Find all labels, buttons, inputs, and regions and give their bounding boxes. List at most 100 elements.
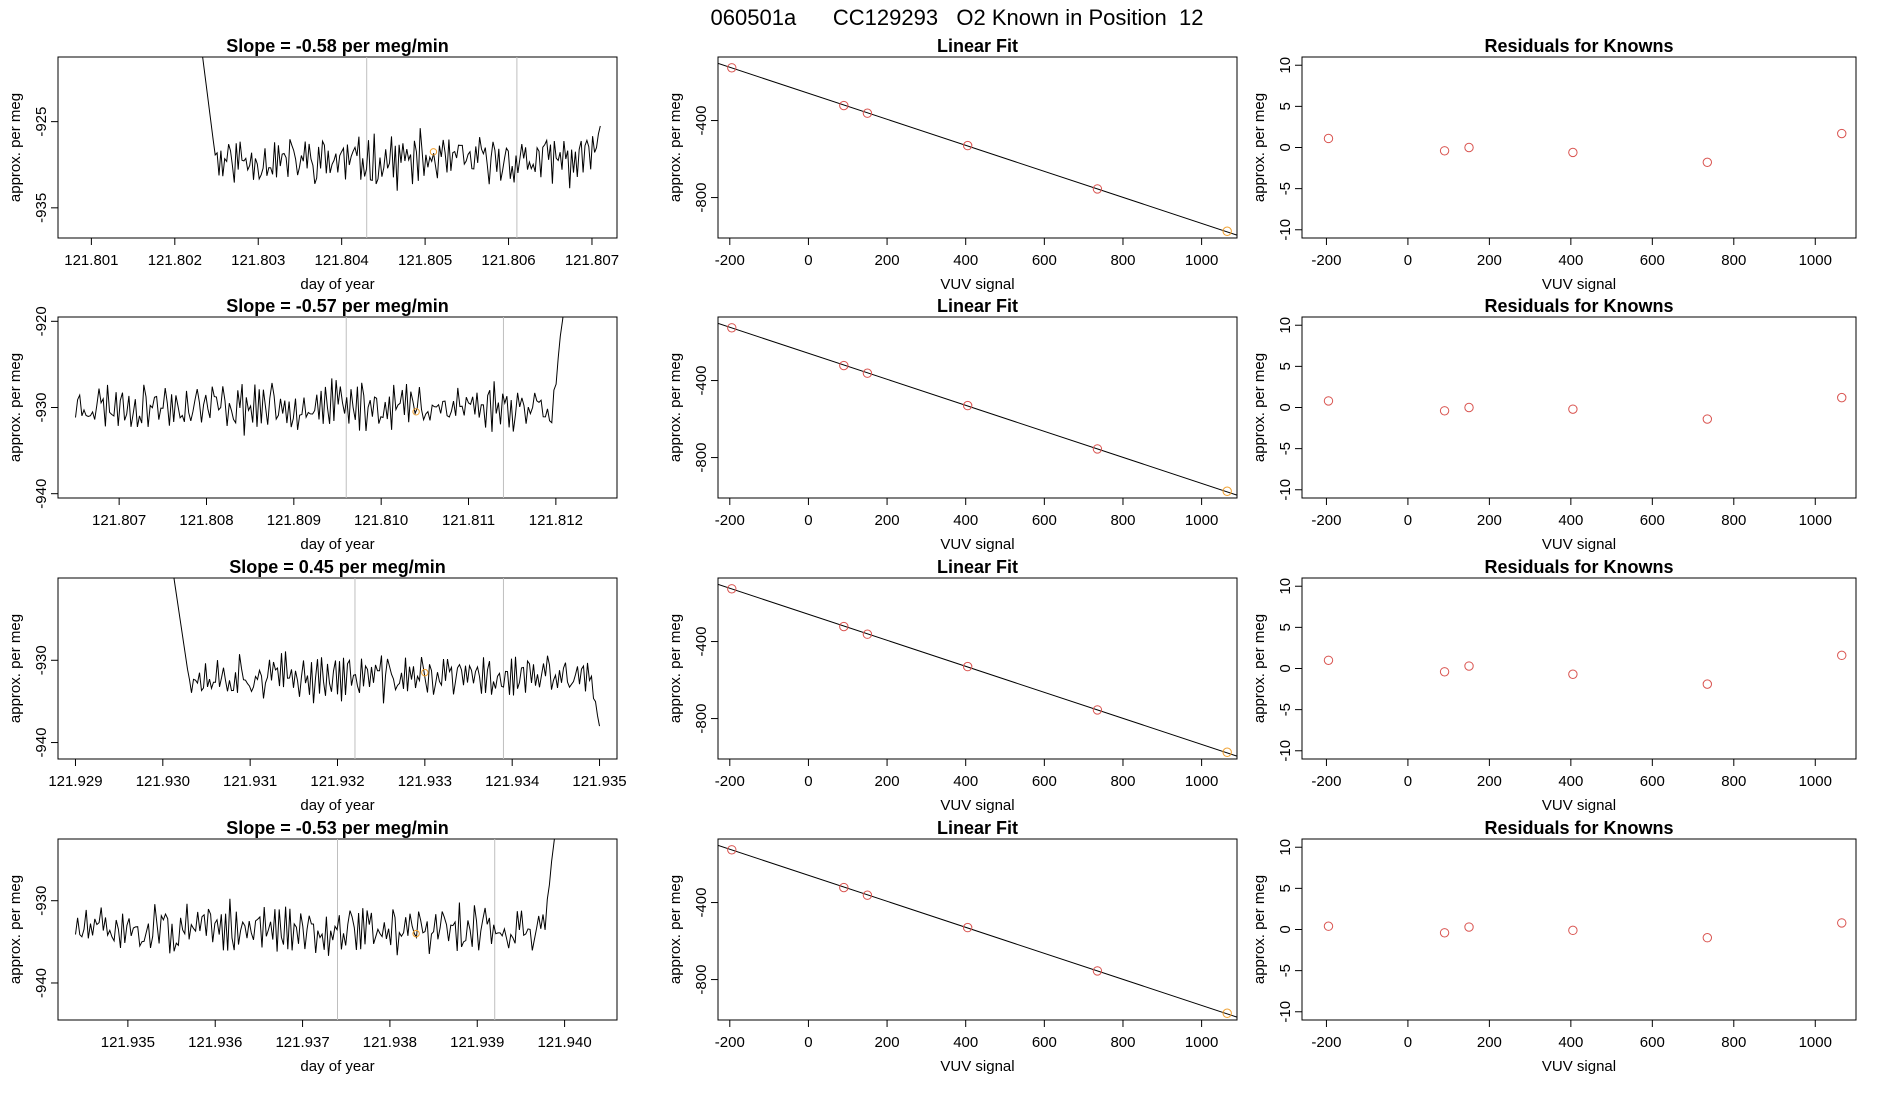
x-tick-label: 121.937 [275,1034,329,1051]
x-tick-label: 400 [1558,1034,1583,1051]
y-axis-label: approx. per meg [667,875,684,984]
x-tick-label: 121.931 [223,773,277,790]
data-point [1222,1008,1232,1018]
x-tick-label: 800 [1721,773,1746,790]
x-tick-label: 0 [1404,1034,1412,1051]
x-tick-label: 0 [804,1034,812,1051]
plot-data [1323,918,1847,943]
plot-frame [57,56,618,239]
y-axis-label: approx. per meg [667,353,684,462]
x-tick-label: 0 [804,252,812,269]
panel-title: Residuals for Knowns [1484,818,1673,838]
x-tick-label: -200 [715,512,745,529]
data-point [727,63,737,73]
chart-panel-timeseries-0: Slope = -0.58 per meg/min day of year appr… [7,36,619,293]
highlight-point [412,408,420,416]
x-tick-label: 600 [1640,512,1665,529]
data-point [1092,966,1103,976]
plot-data [1323,128,1847,168]
y-axis-label: approx. per meg [1251,614,1268,723]
data-point [1702,679,1713,689]
plot-frame [717,577,1238,760]
x-tick-label: 121.811 [442,512,495,529]
x-tick-label: -200 [1311,252,1341,269]
data-point [839,882,849,893]
y-tick-label: 0 [1277,143,1294,151]
fit-line [718,844,1237,1018]
x-tick-label: 800 [1110,512,1135,529]
data-point [1702,157,1713,168]
y-tick-label: -940 [33,968,50,998]
y-tick-label: -800 [693,965,710,995]
data-point [1222,226,1232,236]
panel-title: Linear Fit [937,818,1018,838]
y-tick-label: 5 [1277,623,1294,631]
y-axis-label: approx. per meg [1251,353,1268,462]
x-tick-label: 0 [804,512,812,529]
y-tick-label: 0 [1277,664,1294,672]
x-axis-label: day of year [300,276,374,293]
x-tick-label: 800 [1721,252,1746,269]
data-point [1439,406,1450,416]
y-tick-label: -930 [33,886,50,916]
y-tick-label: -930 [33,392,50,422]
fit-line [718,583,1237,757]
series-line [202,57,601,191]
x-tick-label: 600 [1032,1034,1057,1051]
data-point [1439,146,1450,156]
y-tick-label: -925 [33,107,50,137]
data-point [1464,661,1474,671]
x-tick-label: 600 [1640,1034,1665,1051]
data-point [1464,922,1474,932]
x-tick-label: 600 [1640,773,1665,790]
page-title: 060501a CC129293 O2 Known in Position 12 [711,5,1204,30]
data-point [962,400,973,411]
x-tick-label: 121.940 [537,1034,591,1051]
data-point [1092,444,1103,454]
plot-data [75,317,564,498]
y-tick-label: -800 [693,704,710,734]
panel-title: Slope = -0.58 per meg/min [226,36,449,56]
x-tick-label: 0 [1404,512,1412,529]
data-point [1092,705,1103,715]
x-tick-label: -200 [715,252,745,269]
panel-title: Slope = -0.53 per meg/min [226,818,449,838]
data-point [1323,655,1334,665]
x-tick-label: 121.935 [101,1034,155,1051]
fit-line [718,62,1237,236]
chart-panel-linearfit-0: Linear Fit VUV signal approx. per meg -200 0… [667,36,1238,293]
series-line [173,578,600,727]
x-tick-label: 600 [1032,252,1057,269]
x-tick-label: 0 [1404,773,1412,790]
x-tick-label: 1000 [1799,512,1832,529]
data-point [1222,747,1232,757]
x-tick-label: 121.803 [231,252,285,269]
plot-data [1323,650,1847,689]
x-tick-label: 800 [1721,512,1746,529]
data-point [839,360,849,371]
x-tick-label: 121.932 [310,773,364,790]
data-point [1568,925,1578,936]
data-point [727,845,737,855]
x-axis-label: VUV signal [940,536,1014,553]
data-point [727,584,737,594]
data-point [962,922,973,933]
y-tick-label: -5 [1277,703,1294,716]
plot-frame [1301,577,1857,760]
panel-title: Slope = 0.45 per meg/min [229,557,446,577]
data-point [1837,128,1847,139]
y-tick-label: 5 [1277,102,1294,110]
y-tick-label: -400 [693,366,710,396]
y-tick-label: -5 [1277,182,1294,195]
x-tick-label: -200 [715,773,745,790]
x-tick-label: 1000 [1185,1034,1218,1051]
x-tick-label: 600 [1032,773,1057,790]
x-tick-label: 600 [1640,252,1665,269]
y-tick-label: 10 [1277,317,1294,334]
data-point [862,108,873,118]
chart-panel-linearfit-2: Linear Fit VUV signal approx. per meg -200 0… [667,557,1238,814]
y-tick-label: 10 [1277,839,1294,856]
y-tick-label: -935 [33,193,50,223]
y-tick-label: 10 [1277,57,1294,74]
